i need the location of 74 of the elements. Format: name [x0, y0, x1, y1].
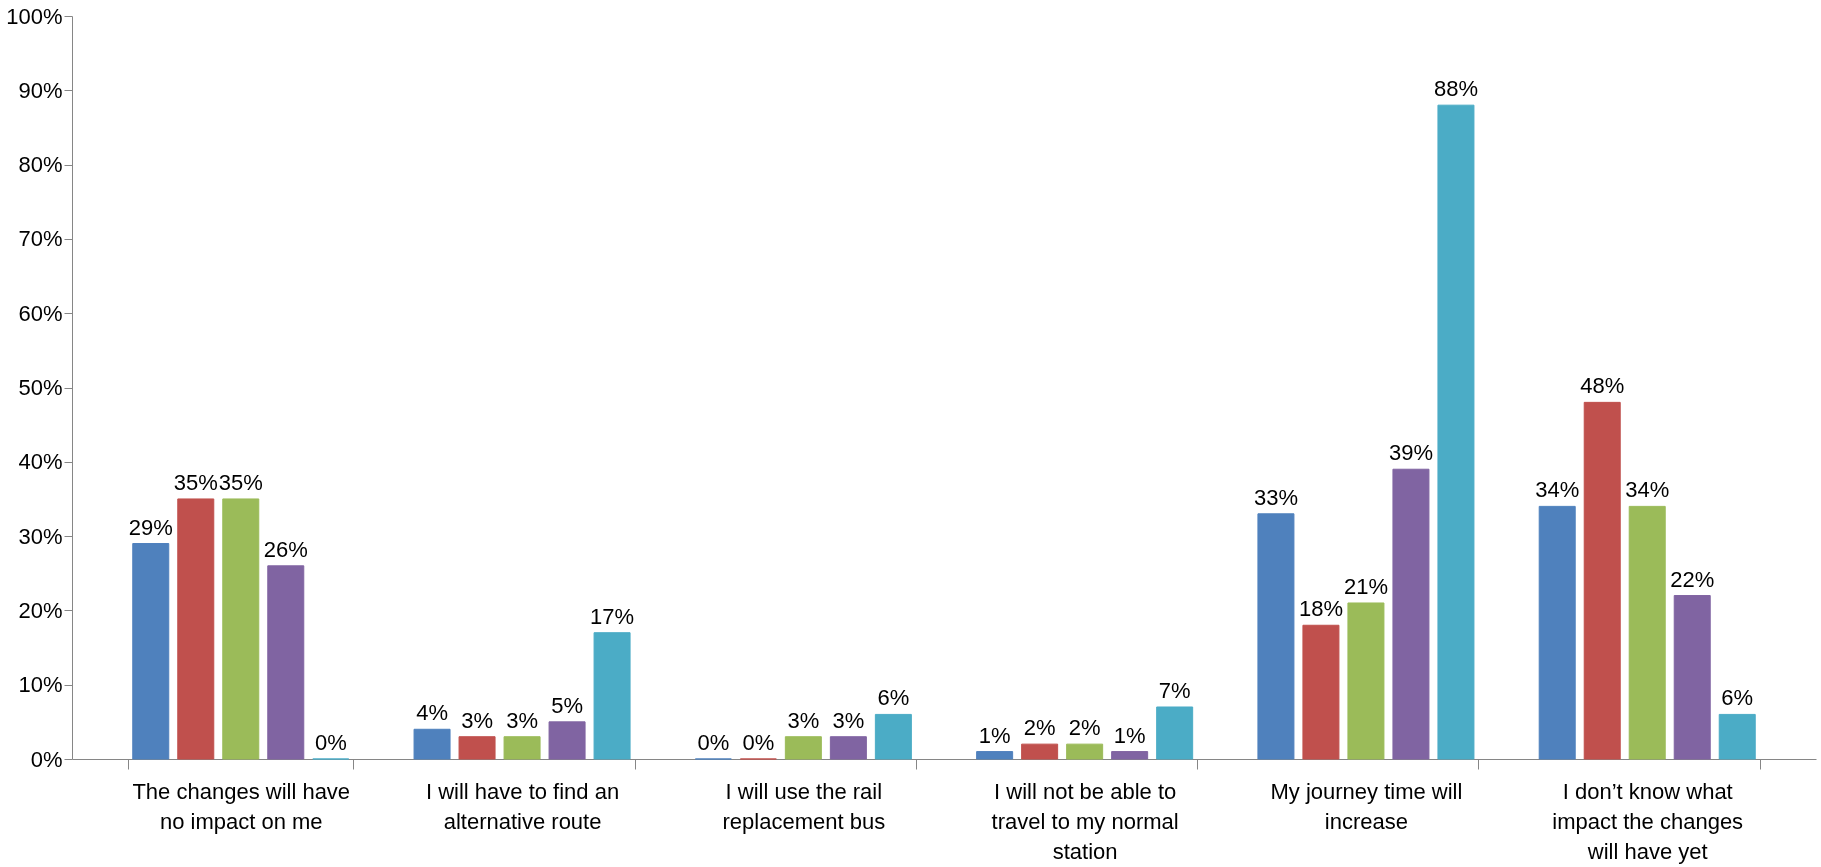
data-label: 88% — [1433, 76, 1478, 102]
data-label: 34% — [1625, 477, 1670, 503]
bar — [874, 713, 912, 760]
data-label: 4% — [416, 700, 448, 726]
bar — [1673, 595, 1711, 760]
data-label: 0% — [314, 730, 347, 755]
bar — [593, 632, 631, 760]
data-label: 1% — [978, 722, 1011, 748]
y-tick-label: 20% — [18, 597, 63, 623]
data-label: 7% — [1158, 677, 1191, 703]
data-label: 5% — [551, 692, 583, 718]
data-label: 48% — [1580, 373, 1625, 399]
x-tick-label: My journey time will increase — [1270, 778, 1463, 834]
data-label: 39% — [1388, 440, 1433, 466]
data-label: 33% — [1253, 484, 1298, 510]
data-label: 17% — [590, 603, 635, 629]
data-label: 26% — [263, 536, 308, 562]
x-tick-label: I don’t know what impact the changes will have yet — [1552, 778, 1744, 864]
bar — [1021, 743, 1059, 760]
data-label: 3% — [506, 707, 538, 733]
data-label: 0% — [742, 730, 775, 755]
bar — [1302, 624, 1340, 760]
data-label: 21% — [1343, 573, 1388, 599]
bar — [548, 721, 586, 760]
bar — [1066, 743, 1104, 760]
bar — [1718, 713, 1756, 760]
data-label: 3% — [787, 707, 820, 733]
data-label: 29% — [128, 514, 173, 540]
y-tick-label: 100% — [6, 3, 63, 29]
data-label: 2% — [1023, 715, 1056, 741]
data-label: 22% — [1670, 566, 1715, 592]
data-label: 34% — [1535, 477, 1580, 503]
bar — [267, 565, 305, 760]
bar — [976, 751, 1014, 760]
bar — [132, 543, 170, 760]
bar — [1583, 401, 1621, 760]
data-label: 2% — [1068, 715, 1101, 741]
bar — [829, 736, 867, 760]
data-label: 0% — [697, 730, 730, 755]
y-tick-label: 50% — [18, 375, 63, 400]
bar — [1156, 706, 1194, 760]
bar — [177, 498, 215, 760]
data-label: 6% — [877, 685, 910, 711]
bar — [1111, 751, 1149, 760]
data-label: 6% — [1721, 685, 1754, 711]
bar — [458, 736, 496, 760]
bar — [503, 736, 541, 760]
bar — [1392, 468, 1430, 760]
data-label: 3% — [832, 707, 865, 733]
y-tick-label: 40% — [18, 449, 63, 475]
data-label: 1% — [1113, 722, 1146, 748]
x-tick-label: I will have to find an alternative route — [425, 778, 620, 834]
data-label: 35% — [173, 469, 218, 495]
x-tick-label: I will use the rail replacement bus — [722, 778, 886, 834]
bar — [1257, 513, 1295, 760]
y-tick-label: 60% — [18, 300, 63, 326]
data-label: 3% — [461, 707, 493, 733]
y-tick-label: 10% — [18, 672, 63, 698]
y-tick-label: 0% — [30, 746, 63, 772]
x-tick-label: The changes will have no impact on me — [132, 778, 351, 834]
y-tick-label: 30% — [18, 523, 63, 549]
bar — [1538, 505, 1576, 760]
bar — [413, 728, 451, 760]
data-label: 18% — [1298, 596, 1343, 622]
y-tick-label: 70% — [18, 226, 63, 252]
data-label: 35% — [218, 469, 263, 495]
y-tick-label: 80% — [18, 152, 63, 178]
bar — [1628, 505, 1666, 760]
x-tick-label: I will not be able to travel to my normal station — [991, 778, 1179, 864]
y-tick-label: 90% — [18, 77, 63, 103]
bar — [1347, 602, 1385, 760]
bar — [222, 498, 260, 760]
bar — [1437, 104, 1475, 760]
bar — [784, 736, 822, 760]
